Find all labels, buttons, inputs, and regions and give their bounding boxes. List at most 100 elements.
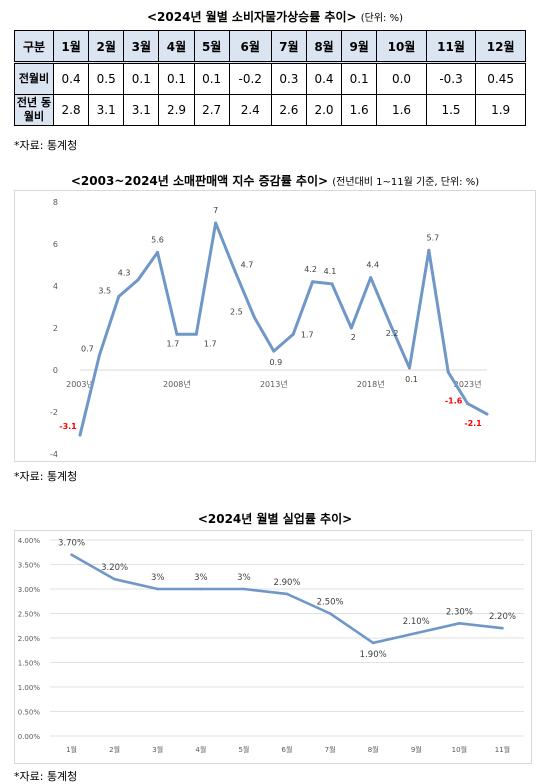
month-header: 7월	[270, 30, 307, 64]
y-tick-label: 3.50%	[18, 562, 41, 570]
cpi-title-text: <2024년 월별 소비자물가상승률 추이>	[146, 10, 357, 24]
cpi-cell: 0.5	[88, 62, 125, 95]
unemployment-chart: 0.00% 0.50% 1.00% 1.50% 2.00% 2.50% 3.00% 3.50%…	[14, 530, 532, 764]
cpi-source: *자료: 통계청	[14, 139, 78, 152]
data-label: -1.6	[445, 397, 463, 406]
retail-title-text: <2003~2024년 소매판매액 지수 증감률 추이>	[70, 174, 329, 188]
month-header: 9월	[341, 30, 378, 64]
unemp-title-text: <2024년 월별 실업률 추이>	[197, 512, 353, 526]
data-label: 3.5	[98, 287, 111, 296]
month-header: 8월	[305, 30, 343, 64]
data-point	[291, 332, 295, 336]
chart-frame	[14, 530, 532, 764]
data-label: 2.30%	[446, 607, 473, 617]
month-header: 1월	[52, 30, 90, 64]
data-point	[458, 622, 461, 625]
data-label: 2.5	[230, 308, 243, 317]
data-point	[136, 278, 140, 282]
x-tick-label: 7월	[325, 745, 336, 754]
data-point	[388, 322, 392, 326]
data-point	[117, 295, 121, 298]
data-point	[113, 577, 116, 581]
x-tick-label: 2023년	[454, 379, 482, 389]
y-tick-label: 2.50%	[18, 611, 41, 619]
cpi-title: <2024년 월별 소비자물가상승률 추이> (단위: %)	[0, 8, 550, 25]
data-point	[97, 353, 101, 357]
cpi-cell: 0.0	[376, 62, 427, 95]
data-label: 4.1	[324, 267, 337, 276]
data-label: -3.1	[59, 422, 77, 431]
data-label: 2.2	[386, 329, 399, 338]
cpi-unit: (단위: %)	[360, 13, 403, 24]
x-tick-label: 8월	[368, 745, 379, 754]
cpi-cell: 1.5	[425, 94, 477, 126]
cpi-header-row: 구분 1월 2월 3월 4월 5월 6월 7월 8월 9월 10월 11월 12…	[14, 30, 526, 64]
data-point	[349, 326, 353, 330]
data-point	[485, 412, 489, 416]
chart-frame	[14, 190, 536, 462]
x-tick-label: 9월	[411, 745, 422, 754]
retail-title: <2003~2024년 소매판매액 지수 증감률 추이> (전년대비 1~11월…	[0, 172, 550, 189]
data-label: 0.9	[269, 358, 282, 367]
y-tick-label: 6	[53, 240, 58, 249]
data-point	[194, 332, 198, 336]
unemp-source: *자료: 통계청	[14, 770, 78, 783]
x-tick-label: 10월	[452, 745, 467, 754]
data-point	[311, 280, 315, 284]
data-label: 3%	[151, 573, 165, 583]
data-label: 4.3	[118, 269, 131, 278]
month-header: 2월	[88, 30, 125, 64]
cpi-cell: 2.4	[228, 94, 272, 126]
data-label: 2	[351, 333, 356, 342]
month-header: 10월	[376, 30, 427, 64]
month-header: 6월	[228, 30, 272, 64]
cpi-cell: 0.4	[52, 62, 90, 95]
month-header: 3월	[123, 30, 160, 64]
data-point	[242, 587, 246, 591]
data-point	[285, 592, 289, 596]
x-tick-label: 6월	[282, 745, 293, 754]
data-label: 7	[213, 206, 218, 215]
data-label: 4.4	[366, 261, 379, 270]
cpi-cell: 0.1	[193, 62, 230, 95]
y-tick-label: 8	[53, 198, 58, 207]
series-line	[78, 221, 488, 436]
month-header: 12월	[475, 30, 526, 64]
data-label: 3.70%	[58, 539, 85, 549]
unemp-title: <2024년 월별 실업률 추이>	[0, 510, 550, 527]
y-tick-label: 2	[53, 324, 58, 333]
data-label: 4.7	[241, 260, 254, 269]
cpi-cell: 3.1	[123, 94, 160, 126]
data-point	[501, 626, 504, 630]
y-tick-label: 4.00%	[18, 537, 41, 545]
data-point	[328, 612, 332, 615]
cpi-corner: 구분	[14, 30, 54, 64]
y-tick-label: -4	[50, 450, 58, 459]
cpi-cell: 0.3	[270, 62, 307, 95]
y-tick-label: 4	[53, 282, 58, 291]
data-point	[252, 316, 256, 319]
cpi-table: 구분 1월 2월 3월 4월 5월 6월 7월 8월 9월 10월 11월 12…	[14, 30, 526, 126]
data-point	[70, 553, 73, 556]
cpi-row-mom: 전월비 0.4 0.5 0.1 0.1 0.1 -0.2 0.3 0.4 0.1…	[14, 62, 526, 95]
data-point	[414, 631, 418, 635]
data-label: 2.20%	[489, 612, 516, 622]
data-label: 5.7	[426, 233, 439, 242]
data-label: 3%	[194, 573, 208, 583]
x-tick-label: 2013년	[260, 379, 288, 389]
data-label: -2.1	[464, 419, 482, 428]
x-tick-label: 5월	[238, 745, 249, 754]
data-point	[199, 587, 203, 591]
y-tick-label: 3.00%	[18, 586, 41, 594]
data-label: 2.50%	[317, 598, 344, 608]
x-tick-label: 1월	[66, 745, 77, 754]
data-point	[446, 370, 450, 374]
x-tick-label: 11월	[495, 745, 510, 754]
data-label: 1.7	[301, 330, 314, 339]
data-point	[156, 250, 160, 254]
y-tick-label: 1.50%	[18, 660, 41, 668]
cpi-cell: 2.7	[193, 94, 230, 126]
data-point	[427, 248, 431, 252]
y-tick-label: 2.00%	[18, 635, 41, 643]
data-label: 5.6	[151, 235, 164, 244]
